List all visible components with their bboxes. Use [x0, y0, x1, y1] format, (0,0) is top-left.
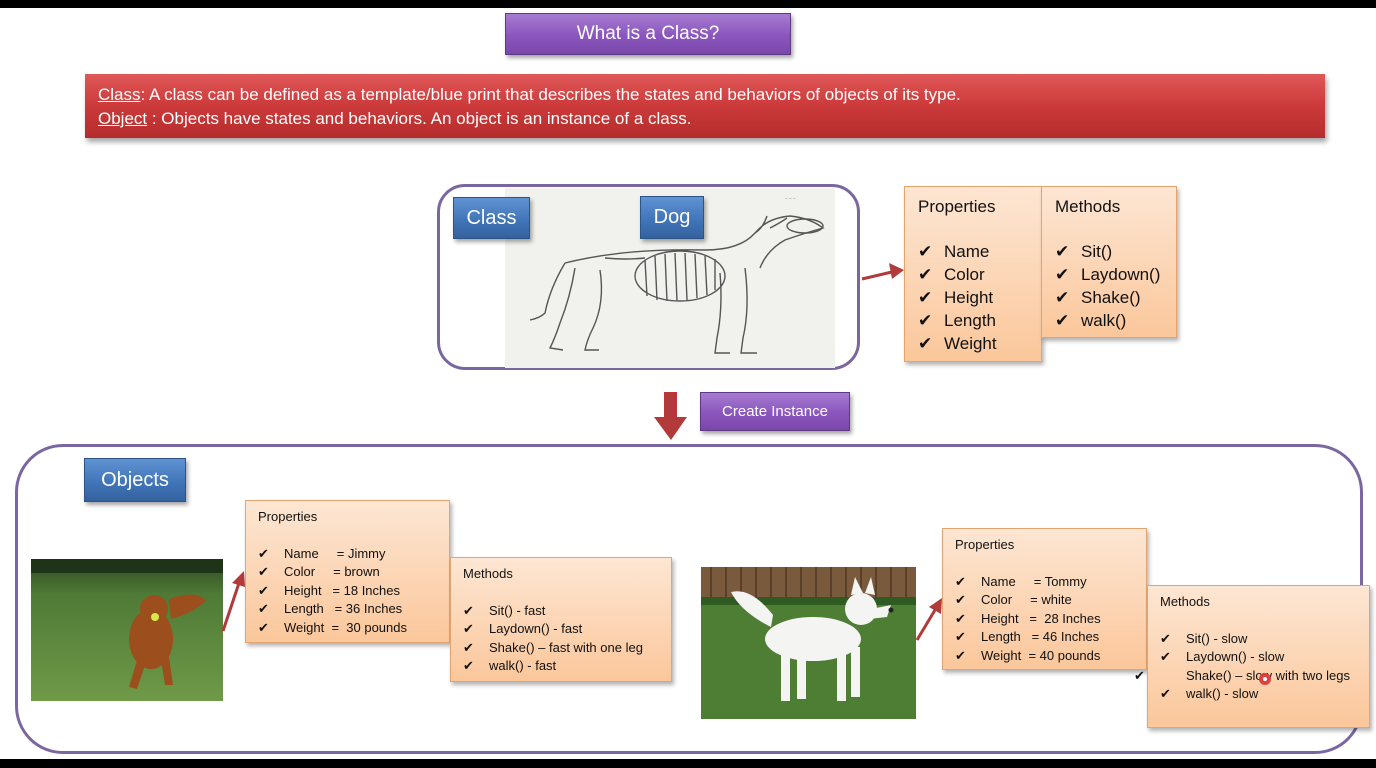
list-item: ✔ walk() - fast [463, 657, 659, 675]
object-definition: Object : Objects have states and behavio… [98, 107, 1312, 131]
list-item: ✔ Shake() – slow with two legs [1134, 667, 1357, 685]
class-label: Class [453, 197, 530, 239]
check-icon: ✔ [258, 601, 269, 617]
bottom-letterbox-bar [0, 759, 1376, 768]
check-icon: ✔ [1160, 649, 1171, 665]
list-item: ✔ Laydown() [1055, 265, 1161, 284]
arrow-down-icon [654, 392, 687, 440]
check-icon: ✔ [258, 564, 269, 580]
top-letterbox-bar [0, 0, 1376, 8]
jimmy-methods-header: Methods [463, 566, 513, 581]
list-item: ✔ Color = brown [258, 563, 437, 581]
list-item: ✔ walk() - slow [1160, 685, 1357, 703]
tommy-dog-image [701, 567, 916, 719]
dog-label: Dog [640, 196, 704, 239]
list-item: ✔ Color [918, 265, 985, 284]
list-item: ✔ Weight = 40 pounds [955, 647, 1134, 665]
check-icon: ✔ [955, 574, 966, 589]
check-icon: ✔ [955, 629, 966, 645]
class-properties-box: Properties ✔ Name ✔ Color ✔ Height ✔ Length … [904, 186, 1042, 362]
class-properties-header: Properties [918, 197, 996, 216]
check-icon: ✔ [463, 658, 474, 674]
list-item: ✔ Shake() – fast with one leg [463, 639, 659, 657]
class-methods-box: Methods ✔ Sit() ✔ Laydown() ✔ Shake() ✔ walk… [1041, 186, 1177, 338]
definitions-banner: Class: A class can be defined as a templ… [85, 74, 1325, 138]
check-icon: ✔ [258, 582, 269, 598]
object-term: Object [98, 109, 148, 128]
check-icon: ✔ [1160, 686, 1171, 702]
list-item: ✔ walk() [1055, 311, 1127, 330]
tommy-methods-box: Methods ✔ Sit() - slow ✔ Laydown() - slow … [1134, 585, 1370, 728]
class-term: Class [98, 85, 141, 104]
check-icon: ✔ [258, 546, 269, 561]
check-icon: ✔ [1055, 288, 1070, 307]
check-icon: ✔ [1134, 667, 1145, 683]
list-item: ✔ Height = 18 Inches [258, 582, 437, 600]
object-definition-text: : Objects have states and behaviors. An … [147, 109, 692, 128]
check-icon: ✔ [1055, 242, 1070, 261]
tommy-methods-header: Methods [1160, 594, 1210, 609]
check-icon: ✔ [918, 242, 933, 261]
golden-retriever-photo-icon [31, 559, 223, 701]
list-item: ✔ Weight [918, 334, 997, 353]
list-item: ✔ Length = 36 Inches [258, 600, 437, 618]
list-item: ✔ Name = Jimmy [258, 545, 437, 563]
jimmy-methods-box: Methods ✔ Sit() - fast ✔ Laydown() - fast … [450, 557, 672, 682]
jimmy-properties-box: Properties ✔ Name = Jimmy ✔ Color = brown … [245, 500, 450, 643]
check-icon: ✔ [1160, 631, 1171, 646]
arrow-right-icon [861, 263, 904, 281]
objects-label: Objects [84, 458, 186, 502]
check-icon: ✔ [258, 619, 269, 635]
list-item: ✔ Length = 46 Inches [955, 628, 1134, 646]
list-item: ✔ Sit() [1055, 242, 1113, 261]
list-item: ✔ Name = Tommy [955, 573, 1134, 591]
tommy-properties-header: Properties [955, 537, 1015, 552]
white-dog-photo-icon [701, 567, 916, 719]
list-item: ✔ Color = white [955, 591, 1134, 609]
list-item: ✔ Height = 28 Inches [955, 610, 1134, 628]
list-item: ✔ Shake() [1055, 288, 1141, 307]
list-item: ✔ Sit() - slow [1160, 630, 1357, 648]
list-item: ✔ Laydown() - fast [463, 620, 659, 638]
list-item: ✔ Height [918, 288, 994, 307]
check-icon: ✔ [955, 592, 966, 608]
check-icon: ✔ [1055, 311, 1070, 330]
check-icon: ✔ [918, 265, 933, 284]
list-item: ✔ Sit() - fast [463, 602, 659, 620]
check-icon: ✔ [918, 288, 933, 307]
check-icon: ✔ [955, 610, 966, 626]
check-icon: ✔ [918, 334, 933, 353]
class-methods-header: Methods [1055, 197, 1121, 216]
list-item: ✔ Name [918, 242, 990, 261]
page-title: What is a Class? [505, 13, 791, 55]
jimmy-properties-header: Properties [258, 509, 318, 524]
check-icon: ✔ [463, 621, 474, 637]
svg-text:~ ~ ~: ~ ~ ~ [785, 197, 796, 202]
list-item: ✔ Length [918, 311, 996, 330]
class-definition-text: : A class can be defined as a template/b… [140, 85, 961, 104]
list-item: ✔ Weight = 30 pounds [258, 619, 437, 637]
check-icon: ✔ [918, 311, 933, 330]
check-icon: ✔ [1055, 265, 1070, 284]
check-icon: ✔ [955, 647, 966, 663]
tommy-properties-box: Properties ✔ Name = Tommy ✔ Color = white … [942, 528, 1147, 670]
list-item: ✔ Laydown() - slow [1160, 648, 1357, 666]
class-definition: Class: A class can be defined as a templ… [98, 83, 1312, 107]
check-icon: ✔ [463, 639, 474, 655]
create-instance-label: Create Instance [700, 392, 850, 431]
jimmy-dog-image [31, 559, 223, 701]
check-icon: ✔ [463, 603, 474, 618]
